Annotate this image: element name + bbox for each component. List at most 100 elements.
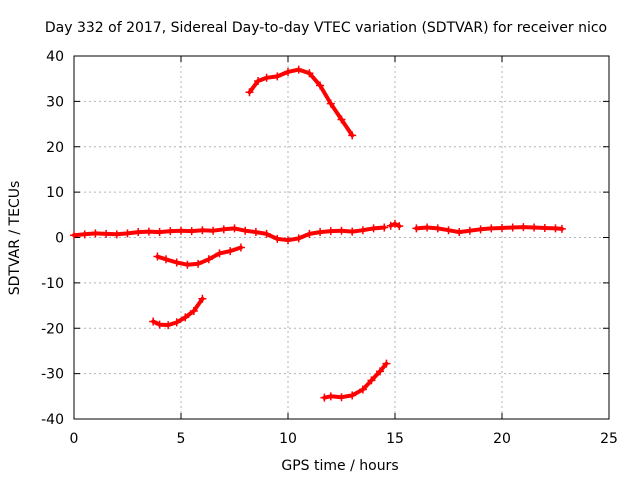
data-point — [395, 222, 404, 231]
data-point — [254, 76, 263, 85]
data-point — [144, 227, 153, 236]
x-tick-label: 25 — [600, 431, 618, 447]
data-point — [337, 393, 346, 402]
data-point — [305, 69, 314, 78]
data-point — [241, 226, 250, 235]
data-point — [172, 318, 181, 327]
data-point — [112, 230, 121, 239]
x-tick-label: 20 — [493, 431, 511, 447]
data-point — [386, 221, 395, 230]
axis-ticks: 0 5 10 15 20 25 -40 -30 -20 -10 0 10 20 30 40 — [41, 49, 618, 447]
data-point — [326, 392, 335, 401]
grid — [74, 56, 609, 419]
data-point — [262, 229, 271, 238]
series-arc-negative-20 — [149, 294, 207, 330]
series-line — [155, 245, 243, 267]
data-point — [262, 73, 271, 82]
data-point — [181, 313, 190, 322]
data-point — [498, 223, 506, 232]
data-point — [316, 228, 325, 237]
data-point — [294, 234, 303, 243]
series-line — [151, 296, 205, 328]
data-point — [162, 255, 171, 264]
x-tick-label: 10 — [279, 431, 297, 447]
data-point — [348, 391, 357, 400]
data-point — [348, 227, 357, 236]
y-tick-label: -40 — [41, 412, 64, 428]
data-point — [80, 230, 89, 239]
data-point — [320, 393, 329, 402]
data-point — [251, 228, 260, 237]
y-tick-label: -10 — [41, 276, 64, 292]
data-point — [183, 260, 192, 269]
series-arc-baseline-3 — [412, 223, 566, 237]
data-point — [508, 223, 517, 232]
data-point — [230, 224, 239, 233]
y-tick-label: 0 — [55, 231, 64, 247]
data-series — [70, 65, 566, 402]
data-point — [155, 228, 164, 237]
series-arc-negative-35 — [320, 359, 391, 402]
data-point — [367, 376, 376, 385]
data-point — [194, 259, 203, 268]
data-point — [189, 307, 198, 316]
data-point — [187, 227, 196, 236]
y-tick-label: -30 — [41, 367, 64, 383]
series-arc-baseline-2 — [386, 219, 404, 231]
y-tick-label: 40 — [46, 49, 64, 65]
data-point — [123, 229, 132, 238]
data-point — [465, 226, 474, 235]
data-point — [337, 226, 346, 235]
data-point — [444, 226, 453, 235]
data-point — [219, 225, 228, 234]
data-point — [358, 226, 367, 235]
data-point — [423, 223, 432, 232]
data-point — [294, 65, 303, 74]
data-point — [177, 226, 185, 235]
series-line — [322, 361, 389, 400]
data-point — [91, 229, 100, 238]
data-point — [226, 247, 235, 256]
data-point — [305, 229, 314, 238]
data-point — [164, 321, 173, 330]
data-point — [70, 231, 78, 240]
data-point — [412, 224, 421, 233]
data-point — [382, 359, 391, 368]
data-point — [102, 229, 111, 238]
data-point — [455, 228, 464, 237]
data-point — [198, 294, 207, 303]
data-point — [380, 223, 389, 232]
y-axis-label: SDTVAR / TECUs — [7, 181, 23, 296]
data-point — [209, 226, 218, 235]
x-tick-label: 5 — [177, 431, 186, 447]
data-point — [149, 317, 158, 326]
series-arc-evening-peak — [245, 65, 357, 140]
data-point — [326, 227, 335, 236]
data-point — [433, 224, 442, 233]
data-point — [273, 234, 282, 243]
data-point — [273, 72, 282, 81]
data-point — [519, 223, 528, 232]
data-point — [245, 88, 254, 97]
data-point — [172, 258, 181, 267]
data-point — [487, 224, 496, 233]
data-point — [236, 243, 245, 252]
data-point — [198, 226, 207, 235]
data-point — [284, 67, 292, 76]
data-point — [358, 385, 367, 394]
data-point — [155, 320, 164, 329]
data-point — [204, 255, 213, 264]
y-tick-label: 10 — [46, 185, 64, 201]
data-point — [326, 99, 335, 108]
data-point — [166, 227, 175, 236]
x-tick-label: 15 — [386, 431, 404, 447]
y-tick-label: 20 — [46, 140, 64, 156]
x-tick-label: 0 — [70, 431, 79, 447]
series-arc-baseline-1 — [70, 223, 389, 245]
data-point — [476, 225, 485, 234]
data-point — [284, 236, 292, 245]
data-point — [153, 252, 162, 261]
data-point — [557, 224, 566, 233]
y-tick-label: 30 — [46, 94, 64, 110]
